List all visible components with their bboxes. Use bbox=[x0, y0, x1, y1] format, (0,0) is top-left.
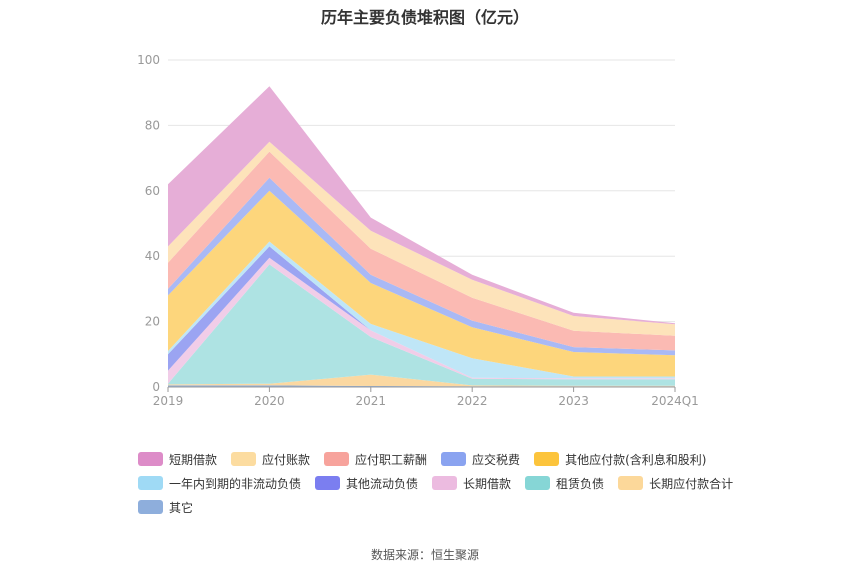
legend-label: 租赁负债 bbox=[556, 476, 605, 491]
area-series-1[interactable] bbox=[168, 374, 675, 387]
area-series-6[interactable] bbox=[168, 190, 675, 377]
legend-item[interactable]: 其它 bbox=[138, 499, 193, 516]
legend-swatch bbox=[441, 452, 467, 466]
legend-item[interactable]: 一年内到期的非流动负债 bbox=[138, 475, 301, 492]
legend: 短期借款 应付账款 应付职工薪酬 应交税费 其他应付款(含利息和股利) 一年内到期的非流动… bbox=[138, 447, 758, 519]
legend-label: 应付职工薪酬 bbox=[355, 452, 428, 467]
legend-swatch bbox=[324, 452, 350, 466]
legend-swatch bbox=[618, 476, 644, 490]
area-series-5[interactable] bbox=[168, 241, 675, 379]
legend-item[interactable]: 短期借款 bbox=[138, 451, 217, 468]
legend-item[interactable]: 长期借款 bbox=[432, 475, 511, 492]
area-series-2[interactable] bbox=[168, 264, 675, 386]
legend-label: 长期借款 bbox=[463, 476, 512, 491]
y-tick-label: 0 bbox=[152, 380, 160, 394]
legend-label: 应付账款 bbox=[262, 452, 311, 467]
area-series-8[interactable] bbox=[168, 151, 675, 351]
legend-item[interactable]: 长期应付款合计 bbox=[618, 475, 733, 492]
data-source-note: 数据来源：恒生聚源 bbox=[370, 548, 479, 562]
legend-row: 一年内到期的非流动负债 其他流动负债 长期借款 租赁负债 长期应付款合计 bbox=[138, 471, 758, 495]
y-tick-label: 20 bbox=[145, 315, 160, 329]
legend-swatch bbox=[138, 452, 163, 466]
legend-item[interactable]: 其他应付款(含利息和股利) bbox=[534, 451, 706, 468]
legend-swatch bbox=[525, 476, 551, 490]
legend-swatch bbox=[534, 452, 560, 466]
y-tick-label: 80 bbox=[145, 118, 160, 132]
area-series bbox=[168, 86, 675, 387]
legend-swatch bbox=[315, 476, 341, 490]
x-tick-label: 2023 bbox=[558, 394, 589, 408]
legend-label: 短期借款 bbox=[169, 452, 218, 467]
legend-item[interactable]: 应付职工薪酬 bbox=[324, 451, 427, 468]
x-tick-label: 2022 bbox=[457, 394, 488, 408]
legend-label: 一年内到期的非流动负债 bbox=[169, 476, 302, 491]
legend-label: 其他应付款(含利息和股利) bbox=[565, 452, 707, 467]
y-tick-label: 60 bbox=[145, 184, 160, 198]
legend-label: 其他流动负债 bbox=[346, 476, 419, 491]
legend-item[interactable]: 应交税费 bbox=[441, 451, 520, 468]
y-tick-label: 100 bbox=[137, 53, 160, 67]
legend-swatch bbox=[138, 500, 163, 514]
x-tick-label: 2020 bbox=[254, 394, 285, 408]
legend-row: 其它 bbox=[138, 495, 758, 519]
legend-label: 应交税费 bbox=[472, 452, 521, 467]
legend-label: 长期应付款合计 bbox=[649, 476, 734, 491]
x-tick-label: 2019 bbox=[153, 394, 184, 408]
x-tick-label: 2021 bbox=[356, 394, 387, 408]
legend-item[interactable]: 其他流动负债 bbox=[315, 475, 418, 492]
legend-swatch bbox=[231, 452, 257, 466]
legend-row: 短期借款 应付账款 应付职工薪酬 应交税费 其他应付款(含利息和股利) bbox=[138, 447, 758, 471]
x-tick-label: 2024Q1 bbox=[651, 394, 699, 408]
legend-swatch bbox=[138, 476, 163, 490]
legend-item[interactable]: 应付账款 bbox=[231, 451, 310, 468]
chart-title: 历年主要负债堆积图（亿元） bbox=[320, 8, 529, 27]
legend-label: 其它 bbox=[169, 500, 194, 515]
y-tick-label: 40 bbox=[145, 249, 160, 263]
legend-swatch bbox=[432, 476, 458, 490]
legend-item[interactable]: 租赁负债 bbox=[525, 475, 604, 492]
axes: 0 20 40 60 80 100 2019 2020 2021 2022 2023 2024Q1 bbox=[137, 53, 699, 408]
area-series-10[interactable] bbox=[168, 86, 675, 325]
